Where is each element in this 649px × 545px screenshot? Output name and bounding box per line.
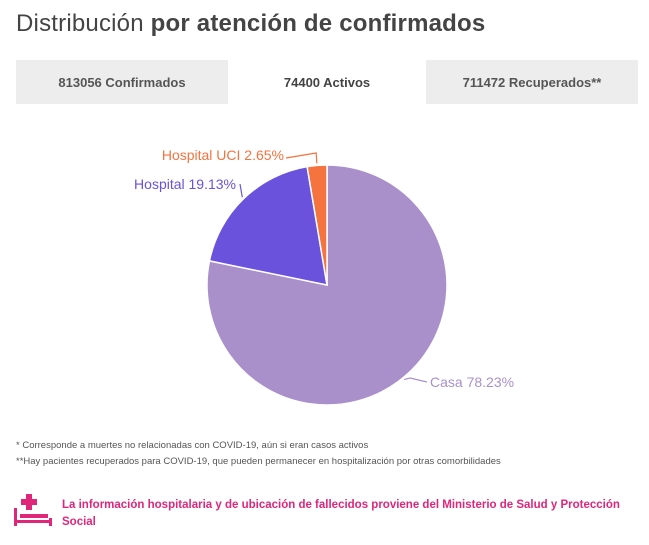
source-text: La información hospitalaria y de ubicaci… (62, 499, 620, 528)
leader-line-casa (403, 377, 428, 383)
tab-confirmados[interactable]: 813056 Confirmados (58, 74, 186, 90)
source-note: La información hospitalaria y de ubicaci… (12, 492, 622, 531)
page-title: Distribución por atención de confirmados (16, 10, 485, 38)
title-bold: por atención de confirmados (150, 10, 486, 37)
tab-recuperados[interactable]: 711472 Recuperados** (462, 74, 602, 90)
pie-chart: Casa 78.23% Hospital 19.13% Hospital UCI 2… (134, 147, 514, 406)
tab-activos[interactable]: 74400 Activos (228, 59, 426, 105)
slice-label-hospital-uci: Hospital UCI 2.65% (162, 147, 284, 163)
pie-slice-hospital (208, 165, 328, 286)
hospital-bed-icon (14, 494, 52, 526)
leader-line-hospital (239, 183, 243, 198)
footnote-1: * Corresponde a muertes no relacionadas … (16, 440, 369, 451)
slice-label-casa: Casa 78.23% (430, 374, 514, 390)
slice-label-hospital: Hospital 19.13% (134, 176, 236, 192)
footnote-2: **Hay pacientes recuperados para COVID-1… (16, 456, 501, 467)
pie-slice-hospital-uci (306, 164, 328, 286)
footnotes: * Corresponde a muertes no relacionadas … (16, 438, 501, 470)
title-light: Distribución (16, 10, 144, 37)
tab-bar: 813056 Confirmados 74400 Activos 711472 … (16, 59, 638, 105)
leader-line-hospital-uci (285, 152, 318, 164)
